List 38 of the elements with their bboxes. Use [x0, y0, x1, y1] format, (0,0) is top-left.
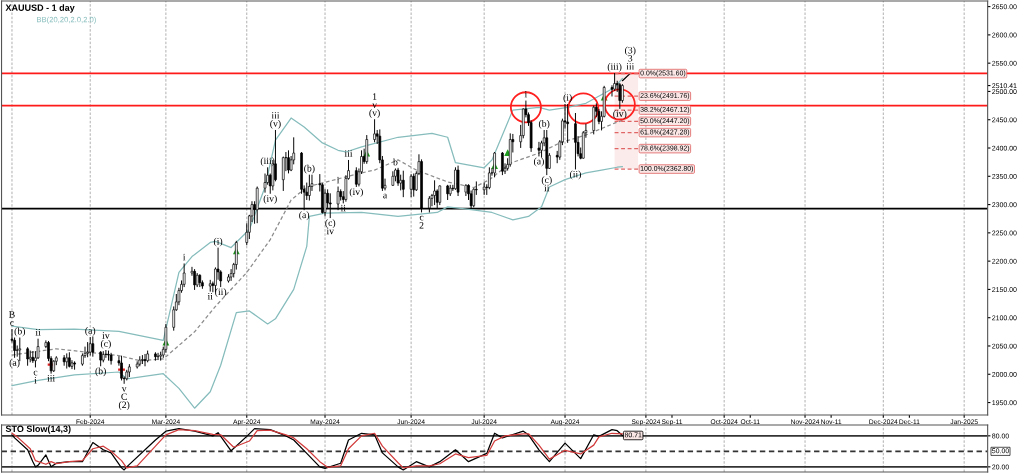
annotation: (b) — [95, 367, 106, 377]
annotation: i — [336, 176, 340, 184]
annotation: (ii) — [569, 170, 581, 180]
annotation: (a) — [9, 358, 20, 368]
annotation: 1 v (v) — [369, 93, 380, 119]
annotation: iv (c) — [100, 332, 111, 349]
annotation: v C (2) — [118, 387, 130, 411]
annotation: (iv) — [349, 188, 363, 197]
annotation: c 2 — [419, 215, 424, 229]
annotation: iii (v) — [270, 112, 281, 129]
annotation: i — [183, 253, 186, 261]
annotation: (c) iv — [325, 219, 336, 235]
annotation: iii — [47, 375, 55, 382]
annotation: (iii) — [260, 157, 275, 167]
annotation: a — [383, 193, 388, 199]
annotation: ii — [35, 329, 41, 336]
annotation: (i) — [213, 237, 223, 247]
annotation: (a) — [533, 157, 544, 167]
annotation: (b) — [538, 119, 550, 129]
chart-title: XAUUSD - 1 day — [5, 4, 75, 13]
annotation: B c — [9, 311, 15, 326]
annotation: (a) — [299, 211, 310, 221]
annotation: (c) ii — [541, 176, 552, 192]
annotation: (iv) — [613, 110, 627, 119]
annotation: (iv) — [263, 194, 277, 204]
annotation: c i — [33, 370, 38, 384]
annotation: (i) — [563, 93, 572, 103]
annotation: (3) 3 iii — [625, 46, 636, 70]
chart-title: STO Slow(14,3) — [5, 425, 71, 434]
annotation: (b) — [14, 327, 26, 337]
annotation: (iii) — [607, 63, 622, 72]
annotation: b — [393, 158, 398, 166]
annotation: i — [524, 90, 528, 98]
annotation: (ii) — [215, 288, 227, 298]
annotation: iii — [344, 150, 353, 157]
annotation: (b) — [304, 164, 315, 174]
annotation: (a) — [85, 327, 96, 336]
annotation: ii — [207, 293, 213, 300]
